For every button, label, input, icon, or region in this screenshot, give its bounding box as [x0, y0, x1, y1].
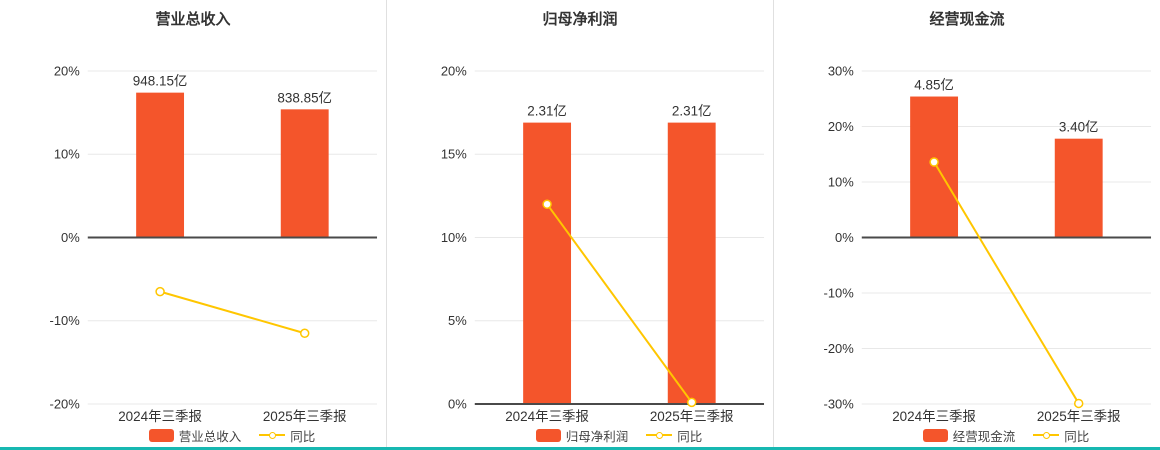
bar-value-label: 3.40亿 — [1059, 120, 1099, 135]
legend-item-bar-series[interactable]: 归母净利润 — [535, 426, 629, 445]
line-marker-icon — [655, 431, 663, 439]
chart-title-cash-flow: 经营现金流 — [929, 11, 1005, 28]
bar-series-swatch-icon — [922, 428, 948, 442]
bar-value-label: 2.31亿 — [672, 104, 712, 119]
chart-title-revenue: 营业总收入 — [155, 11, 231, 28]
y-axis-tick-label: -10% — [50, 313, 81, 328]
chart-title-net-profit: 归母净利润 — [542, 11, 618, 28]
bar-value-label: 2.31亿 — [527, 104, 567, 119]
yoy-line-marker — [155, 286, 165, 297]
legend-label: 经营现金流 — [952, 429, 1016, 444]
y-axis-tick-label: -20% — [824, 341, 855, 356]
line-marker-icon — [1042, 431, 1050, 439]
y-axis-tick-label: 15% — [441, 147, 467, 162]
net-profit-chart-canvas: 20% 15% 10% 5% 0% 2.31亿 2.31亿 2024年三季报 2025年三季报 — [441, 63, 765, 424]
legend-label: 同比 — [290, 429, 316, 444]
legend-net-profit: 归母净利润 同比 — [387, 424, 773, 446]
bar-value-label: 948.15亿 — [133, 74, 188, 89]
x-axis-category-label: 2024年三季报 — [892, 409, 976, 424]
legend-item-line-series[interactable]: 同比 — [259, 426, 315, 445]
bar-value-label: 4.85亿 — [914, 78, 954, 93]
bar-value-label: 838.85亿 — [277, 90, 332, 105]
y-axis-tick-label: 0% — [448, 396, 467, 411]
panel-revenue: 营业总收入 20% 10% 0% -10% -20% 948.15亿 838.85亿 2024… — [0, 0, 386, 447]
x-axis-category-label: 2025年三季报 — [1037, 409, 1121, 424]
y-axis-tick-label: 10% — [828, 174, 854, 189]
legend-label: 归母净利润 — [565, 429, 629, 444]
yoy-line-marker — [929, 157, 939, 167]
legend-item-line-series[interactable]: 同比 — [1033, 426, 1089, 445]
bar — [136, 92, 185, 238]
y-axis-tick-label: -10% — [824, 285, 855, 300]
x-axis-category-label: 2025年三季报 — [650, 409, 734, 424]
yoy-line-marker — [686, 397, 697, 408]
legend-item-line-series[interactable]: 同比 — [646, 426, 702, 445]
cash-flow-chart-canvas: 30% 20% 10% 0% -10% -20% -30% 4.85亿 3.40亿 2024年三季… — [824, 63, 1152, 424]
y-axis-tick-label: 10% — [54, 147, 80, 162]
bar — [910, 96, 959, 238]
y-axis-tick-label: 0% — [835, 230, 854, 245]
y-axis-tick-label: 20% — [54, 63, 80, 78]
legend-label: 同比 — [1064, 429, 1090, 444]
yoy-line — [159, 290, 305, 335]
line-series-swatch-icon — [1033, 431, 1060, 439]
x-axis-category-label: 2024年三季报 — [118, 409, 202, 424]
y-axis-tick-label: 5% — [448, 313, 467, 328]
x-axis-category-label: 2024年三季报 — [505, 409, 589, 424]
line-marker-icon — [268, 431, 276, 439]
y-axis-tick-label: 10% — [441, 230, 467, 245]
line-series-swatch-icon — [646, 431, 673, 439]
bar-series-swatch-icon — [535, 428, 561, 442]
panel-net-profit: 归母净利润 20% 15% 10% 5% 0% 2.31亿 2.31亿 2024年三季报 202… — [386, 0, 773, 447]
bar-series-swatch-icon — [148, 428, 174, 442]
y-axis-tick-label: 0% — [61, 230, 80, 245]
y-axis-tick-label: -30% — [824, 396, 855, 411]
legend-cash-flow: 经营现金流 同比 — [774, 424, 1160, 446]
legend-label: 同比 — [677, 429, 703, 444]
line-series-swatch-icon — [259, 431, 286, 439]
y-axis-tick-label: -20% — [50, 396, 81, 411]
x-axis-category-label: 2025年三季报 — [263, 409, 347, 424]
legend-revenue: 营业总收入 同比 — [0, 424, 386, 446]
y-axis-tick-label: 20% — [828, 119, 854, 134]
yoy-line-marker — [299, 328, 310, 338]
legend-label: 营业总收入 — [178, 429, 242, 444]
legend-item-bar-series[interactable]: 营业总收入 — [148, 426, 242, 445]
legend-item-bar-series[interactable]: 经营现金流 — [922, 426, 1016, 445]
y-axis-tick-label: 30% — [828, 63, 854, 78]
bar — [1054, 138, 1103, 238]
yoy-line — [933, 161, 1080, 404]
revenue-chart-canvas: 20% 10% 0% -10% -20% 948.15亿 838.85亿 2024年三季报 20… — [50, 63, 378, 424]
yoy-line-marker — [1073, 398, 1084, 409]
bar — [280, 109, 329, 238]
yoy-line — [546, 203, 693, 403]
panel-cash-flow: 经营现金流 30% 20% 10% 0% -10% -20% -30% 4.85亿 3.40亿 2… — [773, 0, 1160, 447]
y-axis-tick-label: 20% — [441, 63, 467, 78]
bar — [667, 122, 716, 405]
yoy-line-marker — [542, 199, 552, 209]
bar — [523, 122, 572, 405]
